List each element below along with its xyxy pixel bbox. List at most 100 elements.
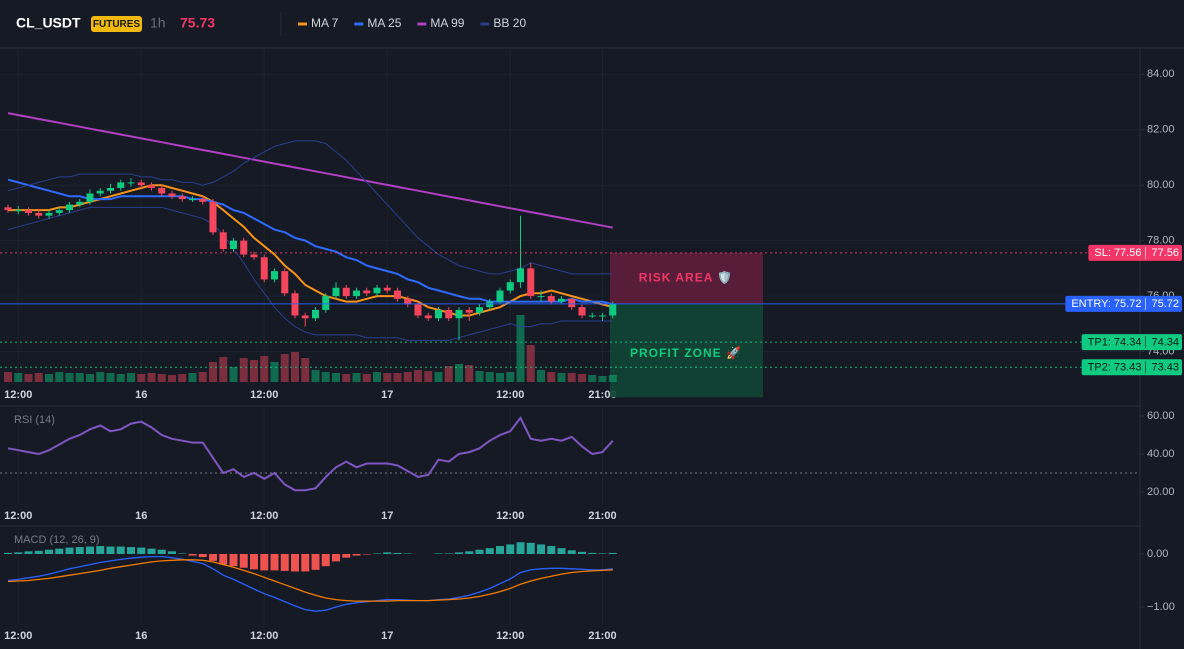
level-label: SL: 77.56: [1094, 247, 1141, 259]
badge-bg: [91, 16, 142, 32]
legend-label: BB 20: [493, 16, 526, 30]
candle-body: [14, 210, 22, 212]
histogram-bar: [127, 547, 135, 554]
histogram-bar: [383, 552, 392, 554]
histogram-bar: [434, 553, 443, 554]
histogram-bar: [588, 552, 597, 554]
histogram-bar: [250, 553, 258, 570]
histogram-bar: [393, 552, 402, 554]
candle-body: [588, 315, 596, 317]
volume-bar: [485, 372, 494, 382]
x-tick-label: 12:00: [250, 389, 278, 401]
symbol: CL_USDT: [16, 15, 81, 31]
histogram-bar: [178, 553, 187, 554]
volume-bar: [209, 362, 217, 382]
level-price: 74.34: [1151, 336, 1179, 348]
volume-bar: [362, 374, 371, 382]
candle-body: [55, 210, 63, 213]
x-tick-label: 12:00: [250, 510, 278, 522]
histogram-bar: [362, 553, 371, 555]
y-tick-label: 78.00: [1147, 235, 1175, 247]
volume-bar: [188, 373, 197, 382]
level-label: ENTRY: 75.72: [1071, 298, 1141, 310]
candle-body: [537, 296, 545, 298]
macd-line: [7, 555, 613, 612]
volume-bar: [496, 373, 504, 382]
volume-bar: [588, 375, 597, 382]
candle-body: [373, 287, 381, 294]
histogram-bar: [280, 553, 289, 571]
x-tick-label: 16: [135, 630, 147, 642]
histogram-bar: [239, 553, 248, 568]
histogram-bar: [578, 551, 586, 554]
volume-bar: [157, 374, 166, 382]
candle-body: [435, 309, 442, 319]
zone: [610, 303, 763, 398]
volume-bar: [116, 374, 125, 382]
level-price: 75.72: [1151, 298, 1179, 310]
histogram-bar: [86, 546, 94, 554]
volume-bar: [567, 373, 576, 382]
candle-body: [547, 296, 555, 302]
histogram-bar: [45, 549, 53, 554]
volume-bar: [24, 374, 33, 382]
histogram-bar: [475, 549, 484, 554]
histogram-bar: [260, 553, 269, 571]
volume-bar: [444, 366, 453, 382]
volume-bar: [34, 373, 43, 382]
candle-body: [35, 212, 43, 216]
histogram-bar: [537, 544, 545, 554]
volume-bar: [526, 345, 535, 382]
last-price: 75.73: [180, 15, 215, 31]
histogram-bar: [506, 544, 515, 554]
candle-body: [609, 303, 617, 316]
histogram-bar: [137, 547, 146, 554]
volume-bar: [393, 373, 402, 382]
pane-title: MACD (12, 26, 9): [14, 534, 100, 546]
ma-line: [7, 112, 613, 229]
pane: [17, 528, 603, 625]
volume-bar: [106, 373, 115, 382]
histogram-bar: [219, 553, 228, 565]
histogram-bar: [65, 547, 74, 554]
volume-bar: [516, 315, 525, 382]
candle-body: [291, 293, 299, 316]
histogram-bar: [4, 552, 12, 554]
zone-label: PROFIT ZONE 🚀: [630, 346, 742, 360]
histogram-bar: [75, 547, 84, 554]
pane: [17, 408, 603, 505]
candle-body: [76, 201, 84, 205]
candle-body: [4, 207, 12, 211]
candle-body: [158, 187, 166, 194]
volume-bar: [537, 370, 545, 382]
candle-body: [496, 290, 504, 302]
histogram-bar: [557, 548, 566, 554]
volume-bar: [168, 375, 176, 382]
volume-bar: [147, 373, 156, 382]
candle-body: [404, 298, 412, 305]
histogram-bar: [168, 551, 176, 554]
x-tick-label: 12:00: [496, 510, 524, 522]
candle-body: [486, 301, 494, 308]
legend-label: MA 7: [311, 16, 339, 30]
candle-body: [137, 182, 145, 186]
histogram-bar: [485, 548, 494, 554]
candle-body: [558, 298, 565, 302]
candle-body: [271, 271, 278, 280]
candle-body: [465, 309, 473, 313]
x-tick-label: 12:00: [4, 389, 32, 401]
volume-bar: [127, 373, 135, 382]
y-tick-label: 80.00: [1147, 179, 1175, 191]
volume-bar: [403, 372, 412, 382]
candle-body: [117, 182, 125, 188]
volume-bar: [260, 356, 269, 382]
histogram-bar: [96, 546, 105, 554]
y-tick-label: 60.00: [1147, 410, 1175, 422]
volume-bar: [178, 374, 187, 382]
histogram-bar: [465, 551, 474, 554]
level-price: 77.56: [1151, 247, 1179, 259]
histogram-bar: [34, 550, 43, 554]
histogram-bar: [24, 551, 33, 554]
